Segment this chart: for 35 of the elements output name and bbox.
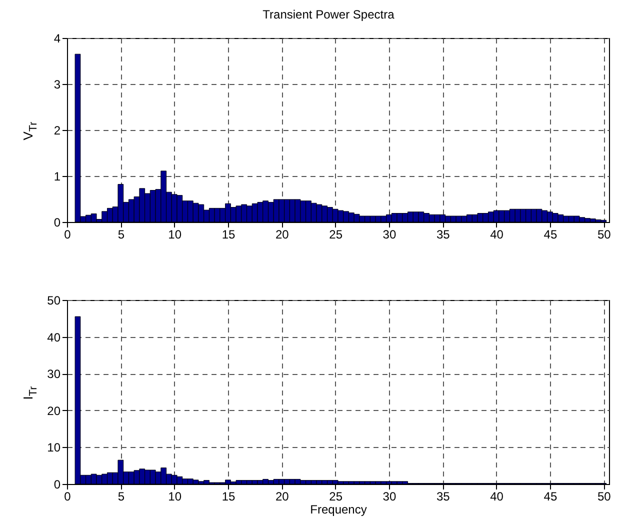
y-tick-label: 50: [47, 294, 61, 308]
x-tick-label: 45: [544, 490, 558, 504]
x-tick-label: 0: [64, 490, 72, 504]
x-axis-title: Frequency: [310, 502, 367, 516]
x-tick-label: 35: [436, 228, 450, 242]
y-tick-label: 10: [47, 440, 61, 455]
x-tick-label: 20: [275, 228, 290, 242]
x-tick-label: 50: [597, 228, 612, 242]
x-tick-label: 0: [64, 228, 72, 242]
y-tick-label: 1: [54, 170, 61, 184]
x-tick-label: 5: [118, 228, 125, 242]
x-tick-label: 10: [168, 228, 182, 242]
x-tick-label: 20: [275, 490, 290, 504]
x-tick-label: 25: [329, 490, 343, 504]
y-tick-label: 30: [47, 367, 61, 382]
y-tick-label: 3: [54, 78, 61, 92]
y-tick-label: 0: [54, 216, 61, 230]
x-tick-label: 5: [118, 490, 125, 504]
x-tick-label: 50: [597, 490, 612, 504]
x-tick-label: 40: [490, 490, 504, 504]
y-tick-label: 0: [54, 478, 61, 492]
x-tick-label: 30: [382, 490, 396, 504]
x-tick-label: 40: [490, 228, 504, 242]
x-tick-label: 15: [222, 490, 236, 504]
y-tick-label: 40: [47, 330, 61, 344]
x-tick-label: 35: [436, 490, 450, 504]
y-tick-label: 2: [54, 124, 61, 138]
x-tick-label: 45: [544, 228, 558, 242]
y-tick-label: 20: [47, 404, 61, 418]
x-tick-label: 10: [168, 490, 182, 504]
x-tick-label: 30: [382, 228, 396, 242]
x-tick-label: 15: [222, 228, 236, 242]
x-tick-label: 25: [329, 228, 343, 242]
chart-title: Transient Power Spectra: [262, 8, 395, 22]
y-tick-label: 4: [54, 32, 61, 46]
